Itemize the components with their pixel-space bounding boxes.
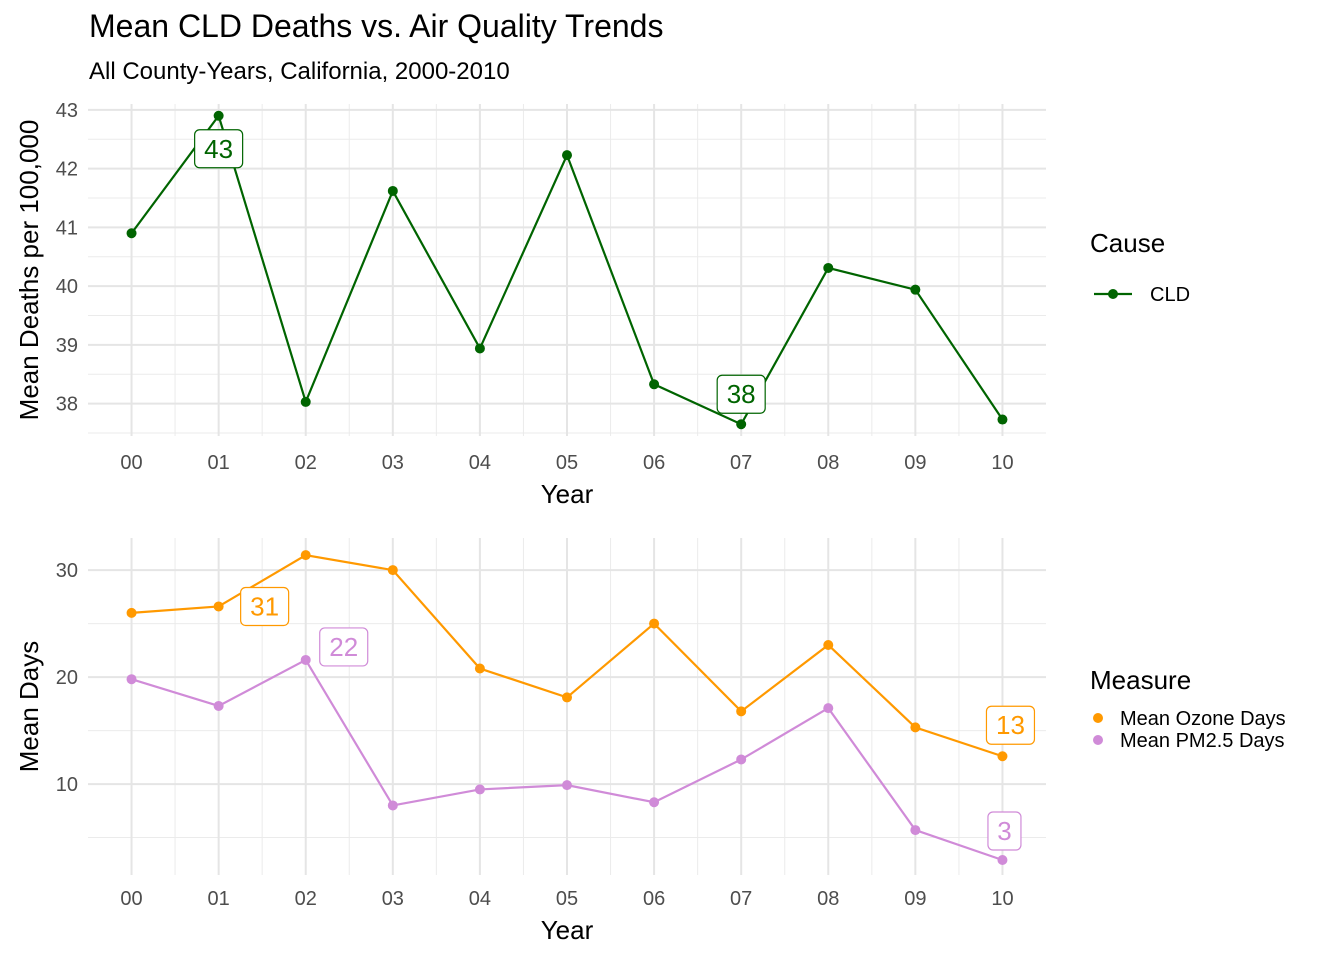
y-tick-label: 20 xyxy=(56,667,78,689)
y-tick-label: 42 xyxy=(56,159,78,181)
y-axis-title: Mean Days xyxy=(14,641,44,773)
y-tick-label: 10 xyxy=(56,774,78,796)
x-tick-label: 03 xyxy=(382,452,404,474)
annotation-box xyxy=(716,374,766,414)
data-point xyxy=(474,784,485,795)
data-point xyxy=(823,262,834,273)
data-point xyxy=(300,396,311,407)
data-point xyxy=(997,855,1008,866)
data-point xyxy=(562,150,572,161)
annotation-label: 13 xyxy=(996,710,1025,740)
x-tick-label: 05 xyxy=(556,888,578,910)
annotation-box xyxy=(194,129,244,169)
legend-key-point xyxy=(1108,289,1118,299)
annotation-box xyxy=(987,811,1022,851)
y-tick-label: 41 xyxy=(56,217,78,239)
data-point xyxy=(910,825,921,836)
data-point xyxy=(126,228,137,239)
data-point xyxy=(649,797,660,808)
data-point xyxy=(910,284,921,295)
data-point xyxy=(910,722,921,733)
y-tick-label: 30 xyxy=(56,560,78,582)
data-point xyxy=(997,414,1008,425)
data-point xyxy=(387,565,398,576)
data-point xyxy=(823,703,834,714)
data-point xyxy=(736,754,747,765)
data-point xyxy=(126,674,137,685)
x-tick-label: 02 xyxy=(295,888,317,910)
x-tick-label: 07 xyxy=(730,888,752,910)
x-tick-label: 07 xyxy=(730,452,752,474)
legend-title: Cause xyxy=(1090,228,1165,258)
x-tick-label: 09 xyxy=(904,452,926,474)
y-tick-label: 38 xyxy=(56,394,78,416)
annotation-label: 22 xyxy=(329,632,358,662)
x-tick-label: 06 xyxy=(643,888,665,910)
data-point xyxy=(213,110,224,121)
data-point xyxy=(300,550,311,561)
data-point xyxy=(300,654,311,665)
x-tick-label: 04 xyxy=(469,888,491,910)
x-tick-label: 10 xyxy=(991,888,1013,910)
data-point xyxy=(387,800,398,811)
x-tick-label: 08 xyxy=(817,888,839,910)
legend-key-point xyxy=(1093,735,1103,745)
x-tick-label: 00 xyxy=(120,888,142,910)
data-point xyxy=(823,639,834,650)
annotation-label: 3 xyxy=(997,816,1011,846)
annotation-box xyxy=(985,705,1036,745)
chart-subtitle: All County-Years, California, 2000-2010 xyxy=(89,58,510,85)
x-tick-label: 10 xyxy=(991,452,1013,474)
x-axis-title: Year xyxy=(541,915,594,945)
legend-title: Measure xyxy=(1090,665,1191,695)
data-point xyxy=(562,780,572,791)
data-point xyxy=(997,751,1008,762)
x-tick-label: 08 xyxy=(817,452,839,474)
annotation-label: 31 xyxy=(250,591,279,621)
x-axis-title: Year xyxy=(541,479,594,509)
data-point xyxy=(736,706,747,717)
x-tick-label: 05 xyxy=(556,452,578,474)
data-point xyxy=(474,663,485,674)
annotation-label: 43 xyxy=(204,134,233,164)
data-point xyxy=(387,185,398,196)
y-tick-label: 39 xyxy=(56,335,78,357)
annotation-box xyxy=(240,586,290,627)
data-point xyxy=(736,419,747,430)
x-tick-label: 02 xyxy=(295,452,317,474)
legend-label: Mean PM2.5 Days xyxy=(1120,730,1285,752)
data-point xyxy=(126,607,137,618)
x-tick-label: 06 xyxy=(643,452,665,474)
annotation-box xyxy=(319,627,369,667)
y-axis-title: Mean Deaths per 100,000 xyxy=(14,120,44,421)
x-tick-label: 01 xyxy=(208,452,230,474)
y-tick-label: 40 xyxy=(56,276,78,298)
chart-panel-1: 38 39 40 41 42 43 00 01 02 03 04 05 06 07 08 09 10 Year Me… xyxy=(14,100,1190,509)
x-tick-label: 04 xyxy=(469,452,491,474)
data-point xyxy=(649,379,660,390)
y-tick-label: 43 xyxy=(56,100,78,122)
data-point xyxy=(649,618,660,629)
chart-title: Mean CLD Deaths vs. Air Quality Trends xyxy=(89,8,664,44)
legend-label: Mean Ozone Days xyxy=(1120,708,1286,730)
x-tick-label: 03 xyxy=(382,888,404,910)
legend-label: CLD xyxy=(1150,284,1190,306)
data-point xyxy=(213,601,224,612)
chart-panel-2: 10 20 30 00 01 02 03 04 05 06 07 08 09 10 Year Mean Day… xyxy=(14,538,1286,945)
x-tick-label: 09 xyxy=(904,888,926,910)
annotation-label: 38 xyxy=(727,379,756,409)
x-tick-label: 00 xyxy=(120,452,142,474)
data-point xyxy=(213,700,224,711)
x-tick-label: 01 xyxy=(208,888,230,910)
data-point xyxy=(562,692,572,703)
data-point xyxy=(474,343,485,354)
legend-key-point xyxy=(1093,713,1103,723)
